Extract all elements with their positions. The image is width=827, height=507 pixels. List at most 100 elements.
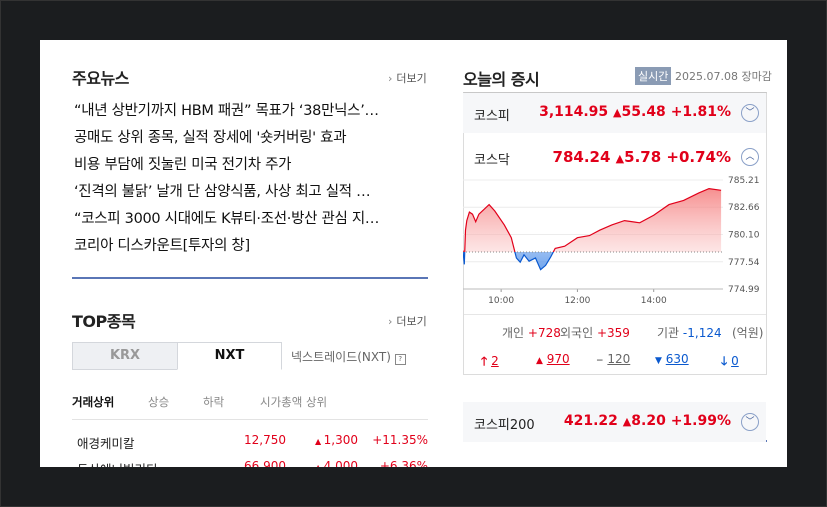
- index-change: 8.20: [631, 413, 666, 429]
- x-tick-label: 14:00: [641, 296, 667, 305]
- breadth-value: 2: [491, 354, 499, 368]
- index-row[interactable]: 코스피 3,114.95 ▲55.48 +1.81% ﹀: [463, 93, 766, 133]
- index-values: 421.22 ▲8.20 +1.99%: [564, 413, 731, 429]
- change-value: 1,300: [323, 433, 358, 447]
- breadth[interactable]: − 120: [596, 352, 630, 366]
- breadth[interactable]: ▼ 630: [655, 352, 689, 366]
- divider: [72, 277, 428, 279]
- breadth[interactable]: 🡑 2: [481, 352, 499, 373]
- price: 66,900: [244, 459, 286, 467]
- index-rate: +1.81%: [670, 104, 731, 120]
- index-row[interactable]: 코스닥 784.24 ▲5.78 +0.74% ︿: [463, 137, 766, 177]
- divider: [72, 419, 428, 420]
- up-icon: ▲: [622, 415, 632, 428]
- breadth-icon: 🡓: [721, 354, 728, 368]
- investor-value: +359: [596, 326, 630, 340]
- subtab[interactable]: 거래상위: [72, 395, 115, 409]
- breadth-icon: −: [596, 356, 604, 366]
- tab[interactable]: NXT: [177, 342, 282, 370]
- news-item[interactable]: 코리아 디스카운트[투자의 창]: [74, 238, 250, 254]
- index-name: 코스닥: [474, 153, 510, 168]
- more-link[interactable]: 더보기: [388, 70, 426, 86]
- panel: 주요뉴스 더보기 TOP종목 더보기 KRX NXT 넥스트레이드(NXT) ?…: [40, 40, 787, 467]
- breadth-value: 0: [731, 354, 739, 368]
- nxt-label: 넥스트레이드(NXT) ?: [291, 348, 406, 365]
- stock-name[interactable]: 애경케미칼: [77, 436, 135, 451]
- news-item[interactable]: ‘진격의 불닭’ 날개 단 삼양식품, 사상 최고 실적 …: [74, 184, 371, 200]
- investor: 외국인 +359: [560, 324, 630, 341]
- section-title: TOP종목: [72, 312, 136, 331]
- index-name: 코스피200: [474, 418, 535, 433]
- investor-value: -1,124: [682, 326, 722, 340]
- breadth[interactable]: ▲ 970: [536, 352, 570, 366]
- label: 넥스트레이드(NXT): [291, 350, 391, 364]
- price: 12,750: [244, 433, 286, 447]
- index-change: 5.78: [624, 148, 662, 166]
- investor-label: 기관: [657, 326, 680, 340]
- y-tick-label: 774.99: [728, 285, 760, 295]
- status: 장마감: [741, 70, 772, 83]
- news-item[interactable]: “코스피 3000 시대에도 K뷰티·조선·방산 관심 지…: [74, 211, 380, 227]
- line-down: [463, 251, 554, 271]
- subtab[interactable]: 상승: [148, 395, 170, 409]
- x-tick-label: 12:00: [564, 296, 590, 305]
- date-text: 2025.07.08: [675, 70, 738, 83]
- rate: +6.36%: [379, 459, 428, 467]
- up-icon: ▲: [615, 152, 625, 165]
- unit: (억원): [732, 326, 764, 340]
- y-tick-label: 782.66: [728, 203, 760, 213]
- breadth-value: 630: [665, 352, 689, 366]
- index-name: 코스피: [474, 109, 510, 124]
- investor: 개인 +728: [502, 324, 561, 341]
- investor: 기관 -1,124: [657, 324, 722, 341]
- line-up: [463, 187, 722, 252]
- change-value: 4,000: [323, 459, 358, 467]
- index-value: 3,114.95: [539, 104, 609, 120]
- breadth[interactable]: 🡓 0: [721, 352, 739, 373]
- change: ▲ 1,300: [302, 433, 358, 447]
- section-title: 오늘의 증시: [463, 70, 540, 89]
- up-icon: ▲: [315, 463, 324, 467]
- stock-name[interactable]: 두산에너빌리티: [77, 459, 158, 467]
- more-link[interactable]: 더보기: [388, 313, 426, 329]
- subtab[interactable]: 하락: [203, 395, 225, 409]
- news-item[interactable]: 비용 부담에 짓눌린 미국 전기차 주가: [74, 157, 292, 173]
- divider: [464, 314, 766, 315]
- rate: +11.35%: [372, 433, 428, 447]
- up-icon: ▲: [613, 106, 622, 119]
- up-icon: ▲: [314, 437, 324, 446]
- index-rate: +0.74%: [666, 148, 731, 166]
- index-value: 421.22: [563, 413, 618, 429]
- breadth-value: 970: [546, 352, 570, 366]
- index-values: 3,114.95 ▲55.48 +1.81%: [539, 104, 731, 120]
- y-tick-label: 777.54: [728, 258, 760, 268]
- toggle[interactable]: ︿: [741, 148, 759, 166]
- toggle[interactable]: ﹀: [741, 413, 759, 431]
- index-change: 55.48: [621, 104, 666, 120]
- tab[interactable]: KRX: [72, 342, 178, 370]
- index-values: 784.24 ▲5.78 +0.74%: [553, 148, 731, 166]
- section-title: 주요뉴스: [72, 69, 129, 88]
- area-down: [463, 251, 722, 270]
- toggle[interactable]: ﹀: [741, 104, 759, 122]
- chart: 785.21 782.66 780.10 777.54 774.99 10:00 12:00…: [463, 176, 760, 305]
- breadth-icon: ▼: [655, 356, 662, 366]
- change: ▲ 4,000: [302, 459, 358, 467]
- breadth-value: 120: [607, 352, 631, 366]
- breadth-icon: 🡑: [481, 354, 488, 368]
- subtab[interactable]: 시가총액 상위: [260, 395, 328, 409]
- index-row[interactable]: 코스피200 421.22 ▲8.20 +1.99% ﹀: [463, 402, 766, 442]
- news-item[interactable]: 공매도 상위 종목, 실적 장세에 '숏커버링' 효과: [74, 130, 347, 146]
- help-icon[interactable]: ?: [394, 354, 406, 365]
- badge: 실시간: [635, 67, 672, 85]
- investor-label: 외국인: [560, 326, 594, 340]
- news-item[interactable]: “내년 상반기까지 HBM 패권” 목표가 ‘38만닉스’…: [74, 103, 379, 119]
- index-value: 784.24: [552, 148, 611, 166]
- area-up: [463, 188, 722, 252]
- breadth-icon: ▲: [536, 356, 543, 366]
- index-rate: +1.99%: [670, 413, 731, 429]
- investor-label: 개인: [502, 326, 525, 340]
- y-tick-label: 780.10: [728, 231, 760, 241]
- date: 2025.07.08 장마감: [675, 68, 772, 84]
- x-tick-label: 10:00: [488, 296, 514, 305]
